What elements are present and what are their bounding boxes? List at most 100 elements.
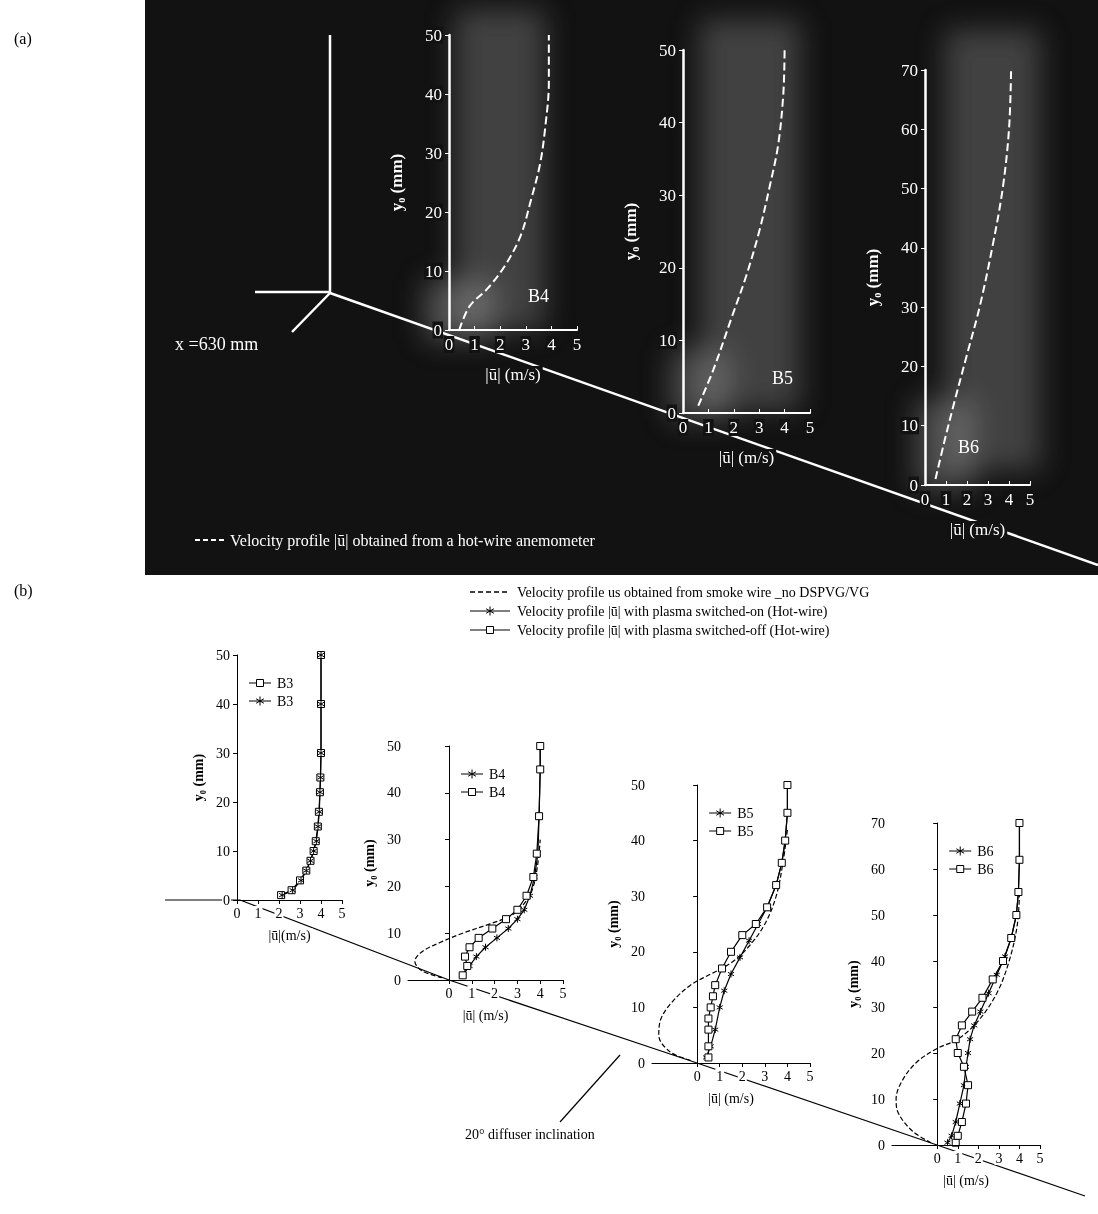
svg-text:40: 40 bbox=[901, 238, 918, 257]
svg-text:|ū|(m/s): |ū|(m/s) bbox=[268, 928, 310, 944]
svg-text:4: 4 bbox=[780, 418, 789, 437]
svg-text:4: 4 bbox=[784, 1069, 791, 1084]
svg-text:50: 50 bbox=[387, 739, 401, 754]
svg-text:0: 0 bbox=[921, 490, 930, 509]
svg-text:B3: B3 bbox=[277, 676, 293, 691]
svg-text:50: 50 bbox=[901, 179, 918, 198]
svg-text:2: 2 bbox=[496, 335, 505, 354]
svg-text:10: 10 bbox=[387, 926, 401, 941]
svg-text:1: 1 bbox=[468, 986, 475, 1001]
svg-text:50: 50 bbox=[871, 908, 885, 923]
svg-text:20° diffuser inclination: 20° diffuser inclination bbox=[465, 1127, 595, 1142]
svg-text:20: 20 bbox=[387, 879, 401, 894]
svg-text:5: 5 bbox=[807, 1069, 814, 1084]
svg-text:3: 3 bbox=[761, 1069, 768, 1084]
svg-text:B4: B4 bbox=[489, 767, 505, 782]
svg-text:4: 4 bbox=[547, 335, 556, 354]
svg-text:30: 30 bbox=[659, 186, 676, 205]
svg-text:5: 5 bbox=[339, 906, 346, 921]
svg-text:5: 5 bbox=[560, 986, 567, 1001]
svg-text:y₀ (mm): y₀ (mm) bbox=[863, 249, 882, 307]
svg-text:70: 70 bbox=[871, 816, 885, 831]
svg-text:0: 0 bbox=[910, 476, 919, 495]
svg-text:y₀ (mm): y₀ (mm) bbox=[606, 900, 622, 948]
svg-text:y₀ (mm): y₀ (mm) bbox=[387, 154, 406, 212]
svg-text:4: 4 bbox=[318, 906, 325, 921]
svg-text:|ū| (m/s): |ū| (m/s) bbox=[719, 448, 774, 467]
svg-text:|ū| (m/s): |ū| (m/s) bbox=[485, 365, 540, 384]
svg-text:Velocity profile us obtained f: Velocity profile us obtained from smoke … bbox=[517, 585, 869, 600]
svg-text:30: 30 bbox=[871, 1000, 885, 1015]
svg-text:40: 40 bbox=[387, 785, 401, 800]
svg-text:3: 3 bbox=[514, 986, 521, 1001]
svg-text:10: 10 bbox=[216, 844, 230, 859]
svg-text:0: 0 bbox=[878, 1138, 885, 1153]
svg-text:Velocity profile |ū| obtained: Velocity profile |ū| obtained from a hot… bbox=[230, 532, 596, 550]
svg-text:2: 2 bbox=[963, 490, 972, 509]
svg-text:30: 30 bbox=[901, 298, 918, 317]
svg-text:5: 5 bbox=[806, 418, 815, 437]
svg-text:50: 50 bbox=[631, 778, 645, 793]
svg-text:40: 40 bbox=[216, 697, 230, 712]
svg-text:y₀ (mm): y₀ (mm) bbox=[621, 203, 640, 261]
svg-text:|ū| (m/s): |ū| (m/s) bbox=[950, 520, 1005, 539]
svg-text:B3: B3 bbox=[277, 694, 293, 709]
svg-text:0: 0 bbox=[434, 321, 443, 340]
svg-text:2: 2 bbox=[491, 986, 498, 1001]
svg-text:B6: B6 bbox=[977, 844, 993, 859]
svg-text:0: 0 bbox=[694, 1069, 701, 1084]
svg-text:3: 3 bbox=[755, 418, 764, 437]
svg-text:0: 0 bbox=[394, 973, 401, 988]
svg-text:(a): (a) bbox=[14, 30, 32, 48]
svg-text:20: 20 bbox=[659, 258, 676, 277]
svg-text:0: 0 bbox=[445, 335, 454, 354]
svg-text:2: 2 bbox=[975, 1151, 982, 1166]
svg-text:30: 30 bbox=[425, 144, 442, 163]
svg-text:B4: B4 bbox=[528, 286, 549, 306]
svg-text:Velocity profile |ū| with plas: Velocity profile |ū| with plasma switche… bbox=[517, 604, 828, 620]
svg-text:20: 20 bbox=[871, 1046, 885, 1061]
svg-text:60: 60 bbox=[901, 120, 918, 139]
svg-text:1: 1 bbox=[470, 335, 479, 354]
svg-text:Velocity profile |ū| with plas: Velocity profile |ū| with plasma switche… bbox=[517, 623, 830, 639]
svg-text:|ū| (m/s): |ū| (m/s) bbox=[463, 1008, 509, 1024]
svg-text:20: 20 bbox=[631, 944, 645, 959]
svg-text:10: 10 bbox=[631, 1000, 645, 1015]
svg-text:60: 60 bbox=[871, 862, 885, 877]
svg-text:|ū| (m/s): |ū| (m/s) bbox=[708, 1091, 754, 1107]
svg-text:50: 50 bbox=[216, 648, 230, 663]
svg-text:1: 1 bbox=[942, 490, 951, 509]
svg-text:40: 40 bbox=[871, 954, 885, 969]
svg-text:y₀ (mm): y₀ (mm) bbox=[362, 839, 378, 887]
svg-text:1: 1 bbox=[716, 1069, 723, 1084]
svg-text:20: 20 bbox=[425, 203, 442, 222]
svg-text:30: 30 bbox=[216, 746, 230, 761]
svg-text:4: 4 bbox=[537, 986, 544, 1001]
svg-text:3: 3 bbox=[297, 906, 304, 921]
svg-text:y₀ (mm): y₀ (mm) bbox=[191, 753, 207, 801]
svg-text:2: 2 bbox=[730, 418, 739, 437]
svg-text:20: 20 bbox=[901, 357, 918, 376]
svg-text:2: 2 bbox=[739, 1069, 746, 1084]
svg-text:B5: B5 bbox=[772, 368, 793, 388]
svg-text:30: 30 bbox=[387, 832, 401, 847]
svg-text:B5: B5 bbox=[737, 806, 753, 821]
svg-text:40: 40 bbox=[425, 85, 442, 104]
svg-text:B6: B6 bbox=[977, 862, 993, 877]
svg-text:B6: B6 bbox=[958, 437, 979, 457]
svg-text:50: 50 bbox=[425, 26, 442, 45]
svg-text:10: 10 bbox=[871, 1092, 885, 1107]
svg-text:3: 3 bbox=[522, 335, 531, 354]
svg-text:0: 0 bbox=[934, 1151, 941, 1166]
svg-text:4: 4 bbox=[1016, 1151, 1023, 1166]
svg-text:10: 10 bbox=[659, 331, 676, 350]
svg-text:1: 1 bbox=[255, 906, 262, 921]
svg-text:5: 5 bbox=[1026, 490, 1035, 509]
svg-text:3: 3 bbox=[995, 1151, 1002, 1166]
svg-text:1: 1 bbox=[704, 418, 713, 437]
svg-text:y₀ (mm): y₀ (mm) bbox=[846, 960, 862, 1008]
svg-text:B5: B5 bbox=[737, 824, 753, 839]
svg-text:x =630 mm: x =630 mm bbox=[175, 334, 258, 354]
svg-text:3: 3 bbox=[984, 490, 993, 509]
svg-text:40: 40 bbox=[659, 113, 676, 132]
